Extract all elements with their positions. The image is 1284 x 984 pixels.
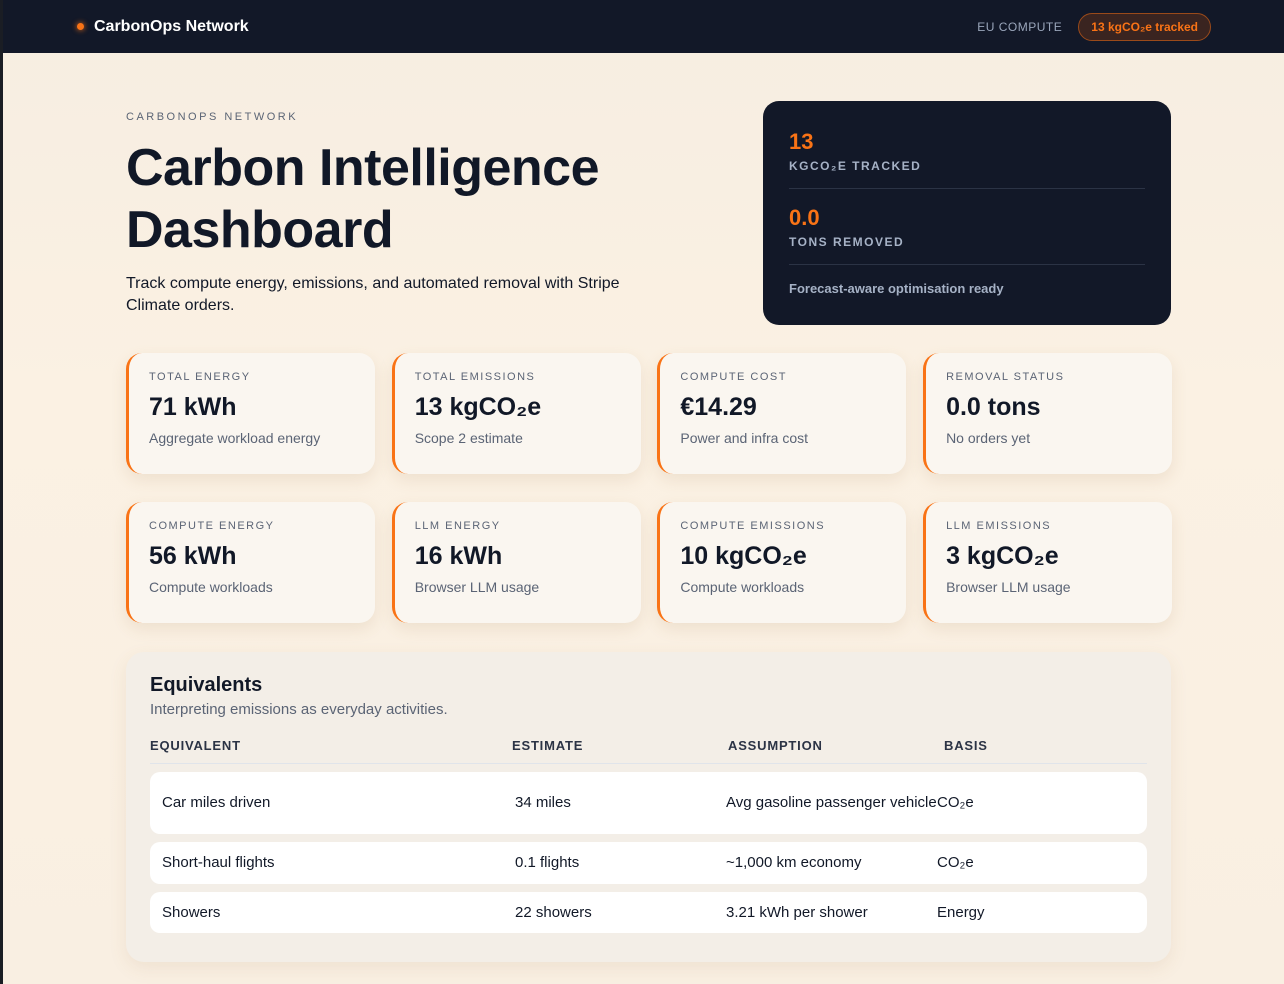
stat-label: COMPUTE COST — [680, 371, 787, 383]
divider — [789, 188, 1145, 189]
stat-card: COMPUTE COST €14.29 Power and infra cost — [657, 353, 907, 474]
eyebrow: CARBONOPS NETWORK — [126, 111, 299, 123]
column-header: ASSUMPTION — [728, 738, 823, 753]
stat-value: 10 kgCO₂e — [680, 542, 807, 570]
stat-label: TOTAL ENERGY — [149, 371, 251, 383]
table-cell: Showers — [162, 903, 221, 921]
brand[interactable]: CarbonOps Network — [77, 18, 249, 36]
stat-label: TOTAL EMISSIONS — [414, 371, 536, 383]
stat-card: LLM ENERGY 16 kWh Browser LLM usage — [391, 502, 641, 623]
stat-label: COMPUTE ENERGY — [149, 520, 275, 532]
stat-card: TOTAL EMISSIONS 13 kgCO₂e Scope 2 estimate — [391, 353, 641, 474]
tracked-badge: 13 kgCO₂e tracked — [1078, 12, 1211, 41]
divider — [789, 264, 1145, 265]
stat-card: COMPUTE EMISSIONS 10 kgCO₂e Compute worklo… — [657, 502, 907, 623]
table-cell: 0.1 flights — [515, 854, 580, 871]
stat-card: TOTAL ENERGY 71 kWh Aggregate workload ene… — [126, 353, 375, 474]
stat-value: 13 kgCO₂e — [414, 393, 542, 421]
page-lead: Track compute energy, emissions, and aut… — [126, 275, 620, 314]
stat-value: 3 kgCO₂e — [946, 542, 1059, 570]
table-header: EQUIVALENT ESTIMATE ASSUMPTION BASIS — [150, 738, 1147, 764]
top-bar: CarbonOps Network EU COMPUTE 13 kgCO₂e tr… — [3, 0, 1284, 53]
stat-caption: Browser LLM usage — [946, 579, 1071, 595]
stat-caption: Aggregate workload energy — [149, 430, 321, 446]
stat-cards: TOTAL ENERGY 71 kWh Aggregate workload ene… — [126, 353, 1173, 623]
stat-card: COMPUTE ENERGY 56 kWh Compute workloads — [126, 502, 375, 623]
table-cell: 34 miles — [515, 794, 571, 811]
stat-caption: Power and infra cost — [680, 430, 808, 446]
stat-label: REMOVAL STATUS — [946, 371, 1065, 383]
region-label: EU COMPUTE — [977, 19, 1063, 34]
stat-value: €14.29 — [680, 393, 757, 421]
brand-name: CarbonOps Network — [94, 17, 249, 35]
stat-value: 56 kWh — [149, 542, 237, 570]
table-cell: 22 showers — [515, 903, 592, 921]
table-cell: Short-haul flights — [162, 854, 275, 871]
table-cell: Avg gasoline passenger vehicle — [726, 794, 937, 811]
column-header: ESTIMATE — [512, 738, 584, 753]
table-cell: CO₂e — [937, 794, 974, 811]
removed-label: TONS REMOVED — [789, 235, 905, 249]
equivalents-title: Equivalents — [150, 674, 263, 696]
equivalents-panel: Equivalents Interpreting emissions as ev… — [126, 652, 1171, 962]
summary-card: 13 KGCO₂E TRACKED 0.0 TONS REMOVED Forec… — [763, 101, 1171, 325]
stat-value: 0.0 tons — [946, 393, 1041, 421]
table-cell: 3.21 kWh per shower — [726, 903, 868, 921]
page-title: Carbon Intelligence Dashboard — [126, 139, 600, 259]
table-cell: Energy — [937, 903, 985, 921]
table-cell: Car miles driven — [162, 794, 271, 811]
stat-value: 71 kWh — [149, 393, 237, 421]
stat-value: 16 kWh — [414, 542, 503, 570]
table-cell: CO₂e — [937, 854, 974, 871]
stat-caption: No orders yet — [946, 430, 1031, 446]
stat-caption: Compute workloads — [149, 579, 273, 595]
stat-caption: Compute workloads — [680, 579, 805, 595]
stat-label: LLM ENERGY — [414, 520, 501, 532]
stat-card: REMOVAL STATUS 0.0 tons No orders yet — [923, 353, 1173, 474]
tracked-label: KGCO₂E TRACKED — [789, 159, 922, 173]
column-header: EQUIVALENT — [150, 738, 241, 753]
table-cell: ~1,000 km economy — [726, 854, 862, 871]
table-row: Car miles driven 34 miles Avg gasoline pas… — [150, 772, 1147, 834]
table-row: Showers 22 showers 3.21 kWh per shower Ener… — [150, 892, 1147, 933]
removed-value: 0.0 — [789, 205, 820, 230]
summary-footer: Forecast-aware optimisation ready — [789, 281, 1004, 296]
equivalents-subtitle: Interpreting emissions as everyday activ… — [150, 701, 448, 718]
stat-label: LLM EMISSIONS — [946, 520, 1052, 532]
status-dot-icon — [77, 23, 84, 30]
column-header: BASIS — [944, 738, 988, 753]
stat-card: LLM EMISSIONS 3 kgCO₂e Browser LLM usage — [923, 502, 1173, 623]
tracked-value: 13 — [789, 129, 814, 154]
stat-label: COMPUTE EMISSIONS — [680, 520, 826, 532]
stat-caption: Scope 2 estimate — [414, 430, 523, 446]
stat-caption: Browser LLM usage — [414, 579, 540, 595]
table-row: Short-haul flights 0.1 flights ~1,000 km e… — [150, 842, 1147, 884]
